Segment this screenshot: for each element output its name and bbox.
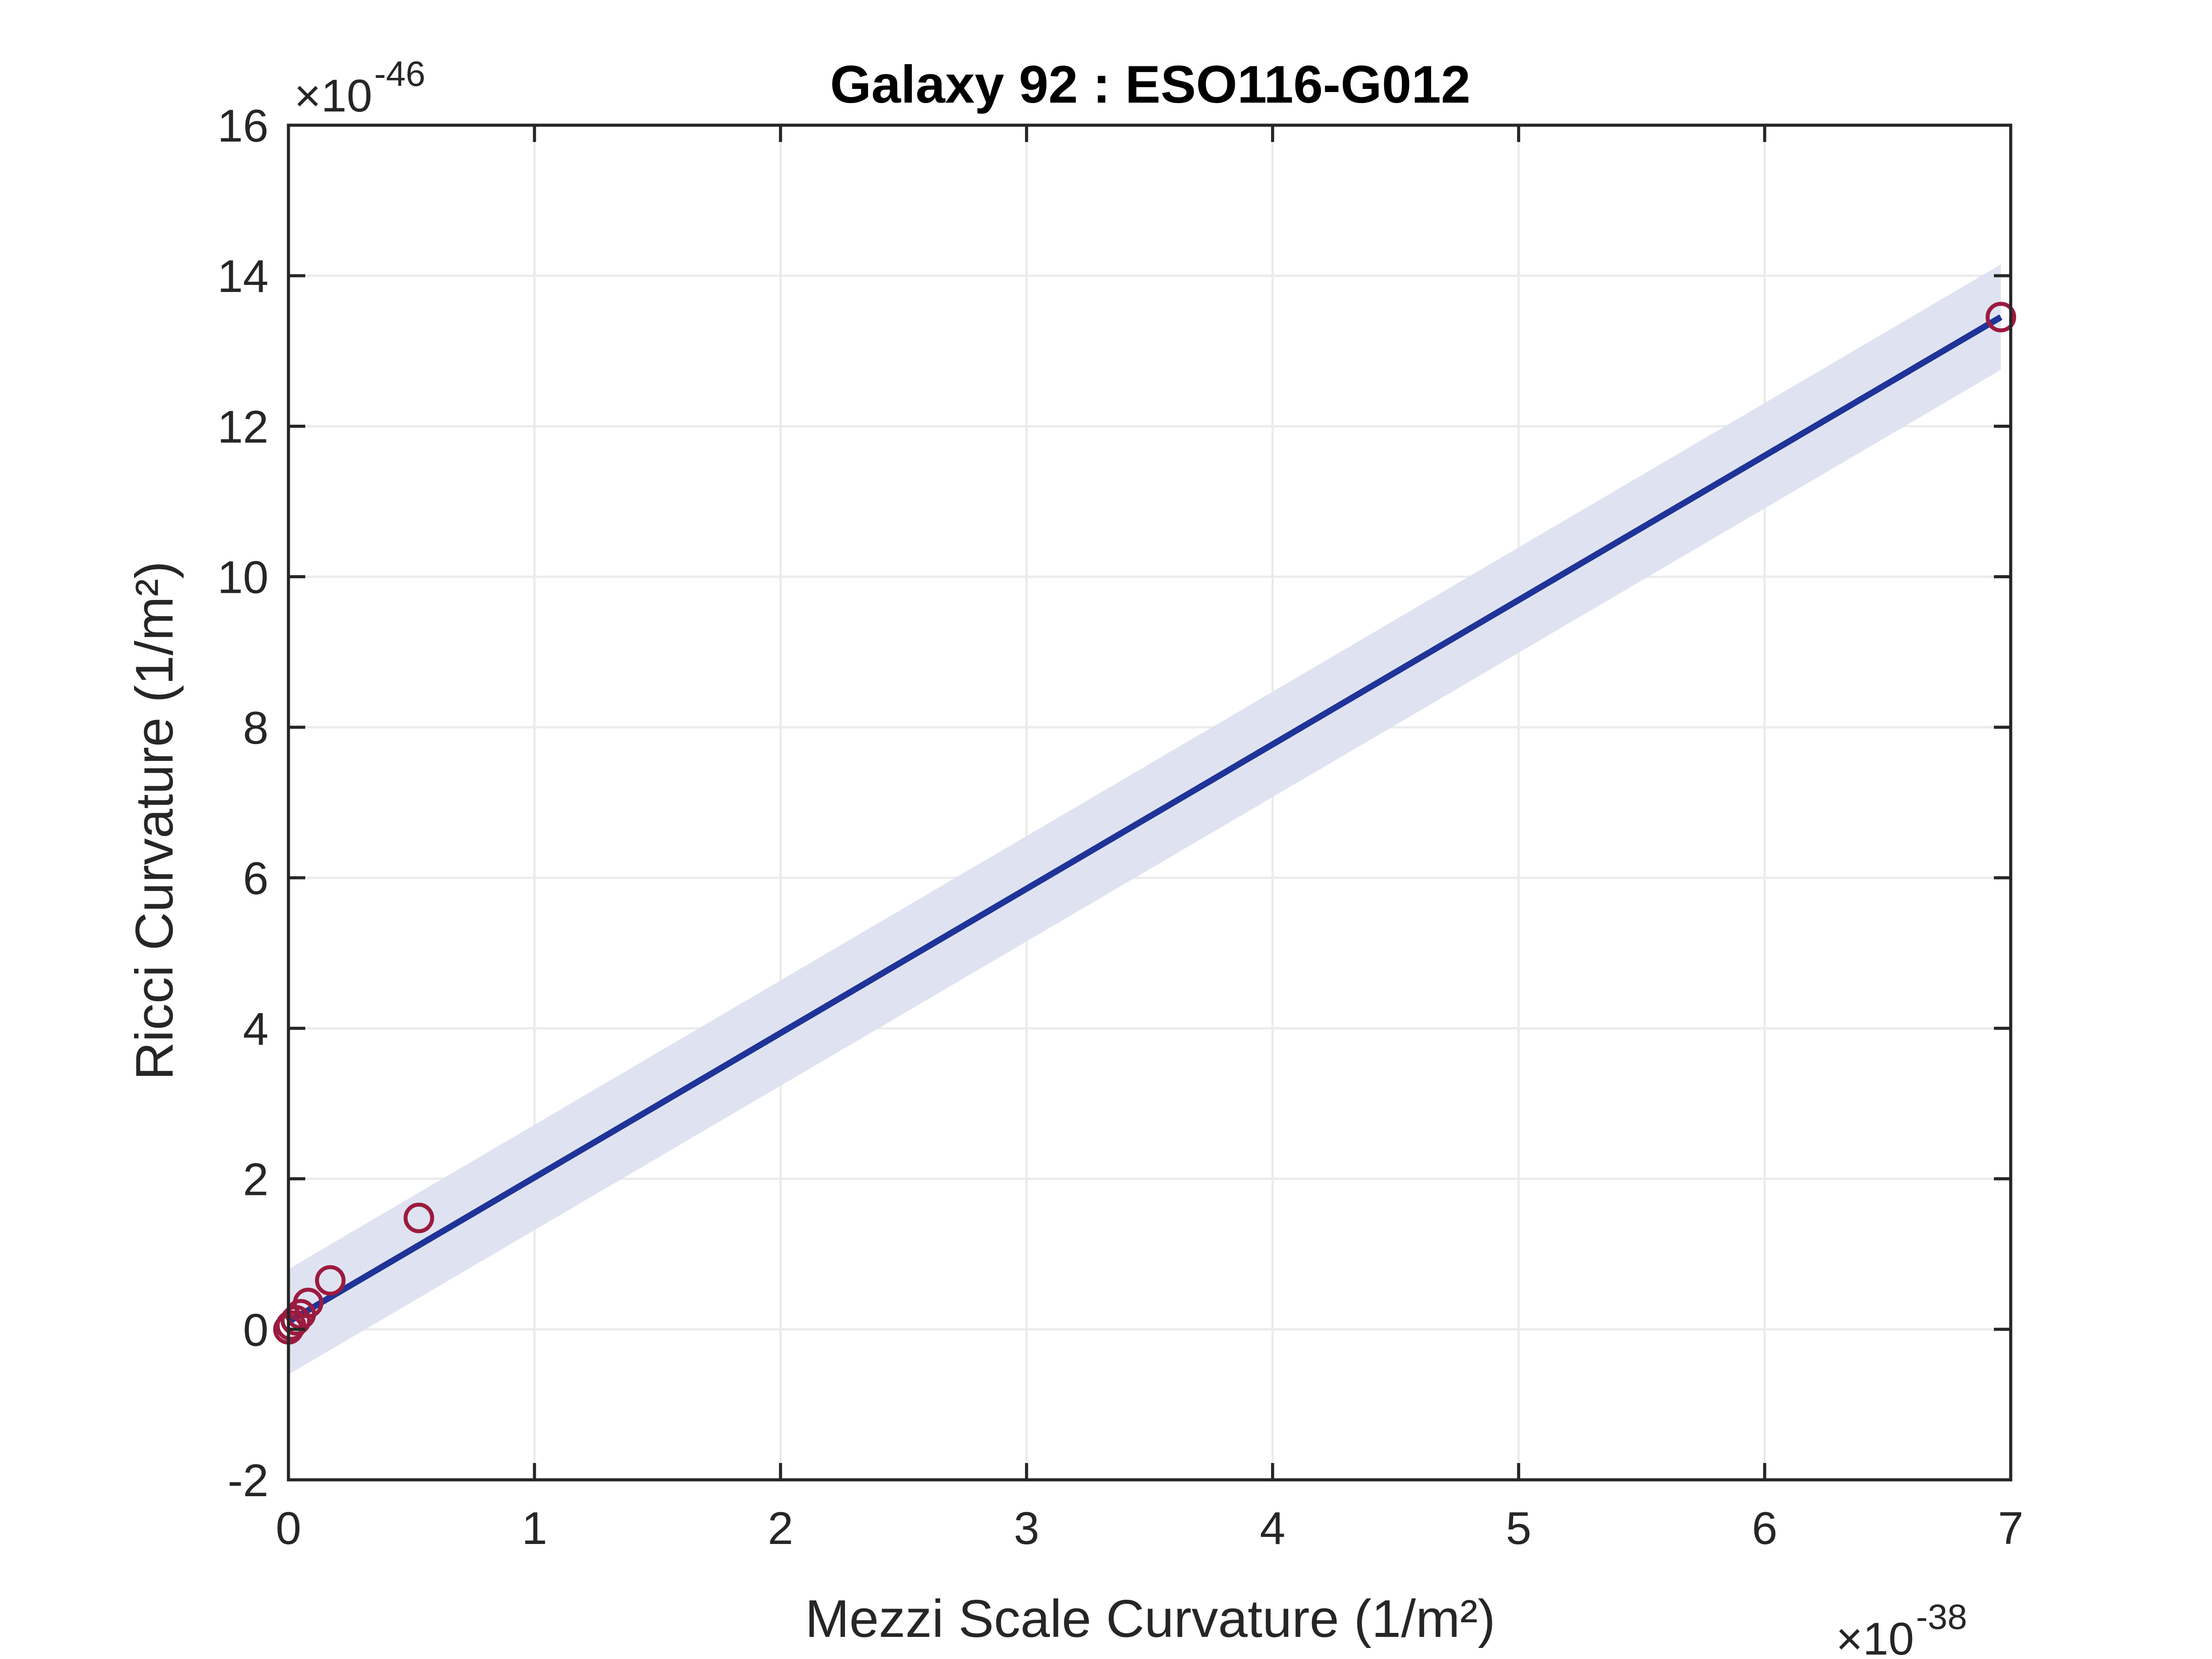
data-point-4	[292, 1287, 323, 1318]
y-tick-label-3: 4	[243, 1003, 269, 1055]
x-tick-labels: 0 1 2 3 4 5 6 7	[276, 1503, 2024, 1554]
fit-line-path	[287, 314, 2003, 1325]
x-tick-label-2: 2	[768, 1503, 793, 1554]
x-tick-label-6: 6	[1752, 1503, 1778, 1554]
y-tick-label-9: 16	[217, 100, 269, 152]
axes-frame	[287, 123, 2012, 1482]
y-tick-label-5: 8	[243, 703, 269, 754]
y-tick-label-6: 10	[217, 552, 269, 603]
fit-line	[287, 314, 2003, 1325]
x-tick-label-1: 1	[522, 1503, 547, 1554]
y-tick-labels: -2 0 2 4 6 8 10 12 14 16	[217, 100, 269, 1506]
x-tick-label-4: 4	[1260, 1503, 1286, 1554]
y-tick-label-4: 6	[243, 853, 269, 904]
y-tick-label-2: 2	[243, 1154, 269, 1206]
x-tick-label-7: 7	[1998, 1503, 2024, 1554]
x-tick-label-3: 3	[1014, 1503, 1040, 1554]
plot-frame	[287, 123, 2012, 1482]
data-point-7	[1985, 302, 2016, 333]
y-tick-label-7: 12	[217, 401, 269, 453]
x-exponent-label: ×10 -38	[1836, 1597, 1967, 1659]
data-point-5	[315, 1265, 346, 1296]
y-tick-label-0: -2	[228, 1455, 269, 1506]
y-axis-label: Ricci Curvature (1/m²)	[125, 561, 184, 1080]
chart-title: Galaxy 92 : ESO116-G012	[830, 55, 1471, 114]
x-tick-label-5: 5	[1506, 1503, 1532, 1554]
y-exponent-label: ×10 -46	[294, 54, 426, 122]
y-tick-label-8: 14	[217, 251, 269, 302]
x-axis-label: Mezzi Scale Curvature (1/m²)	[805, 1589, 1495, 1648]
x-tick-label-0: 0	[276, 1503, 301, 1554]
y-tick-label-1: 0	[243, 1305, 269, 1356]
data-point-6	[403, 1202, 434, 1233]
